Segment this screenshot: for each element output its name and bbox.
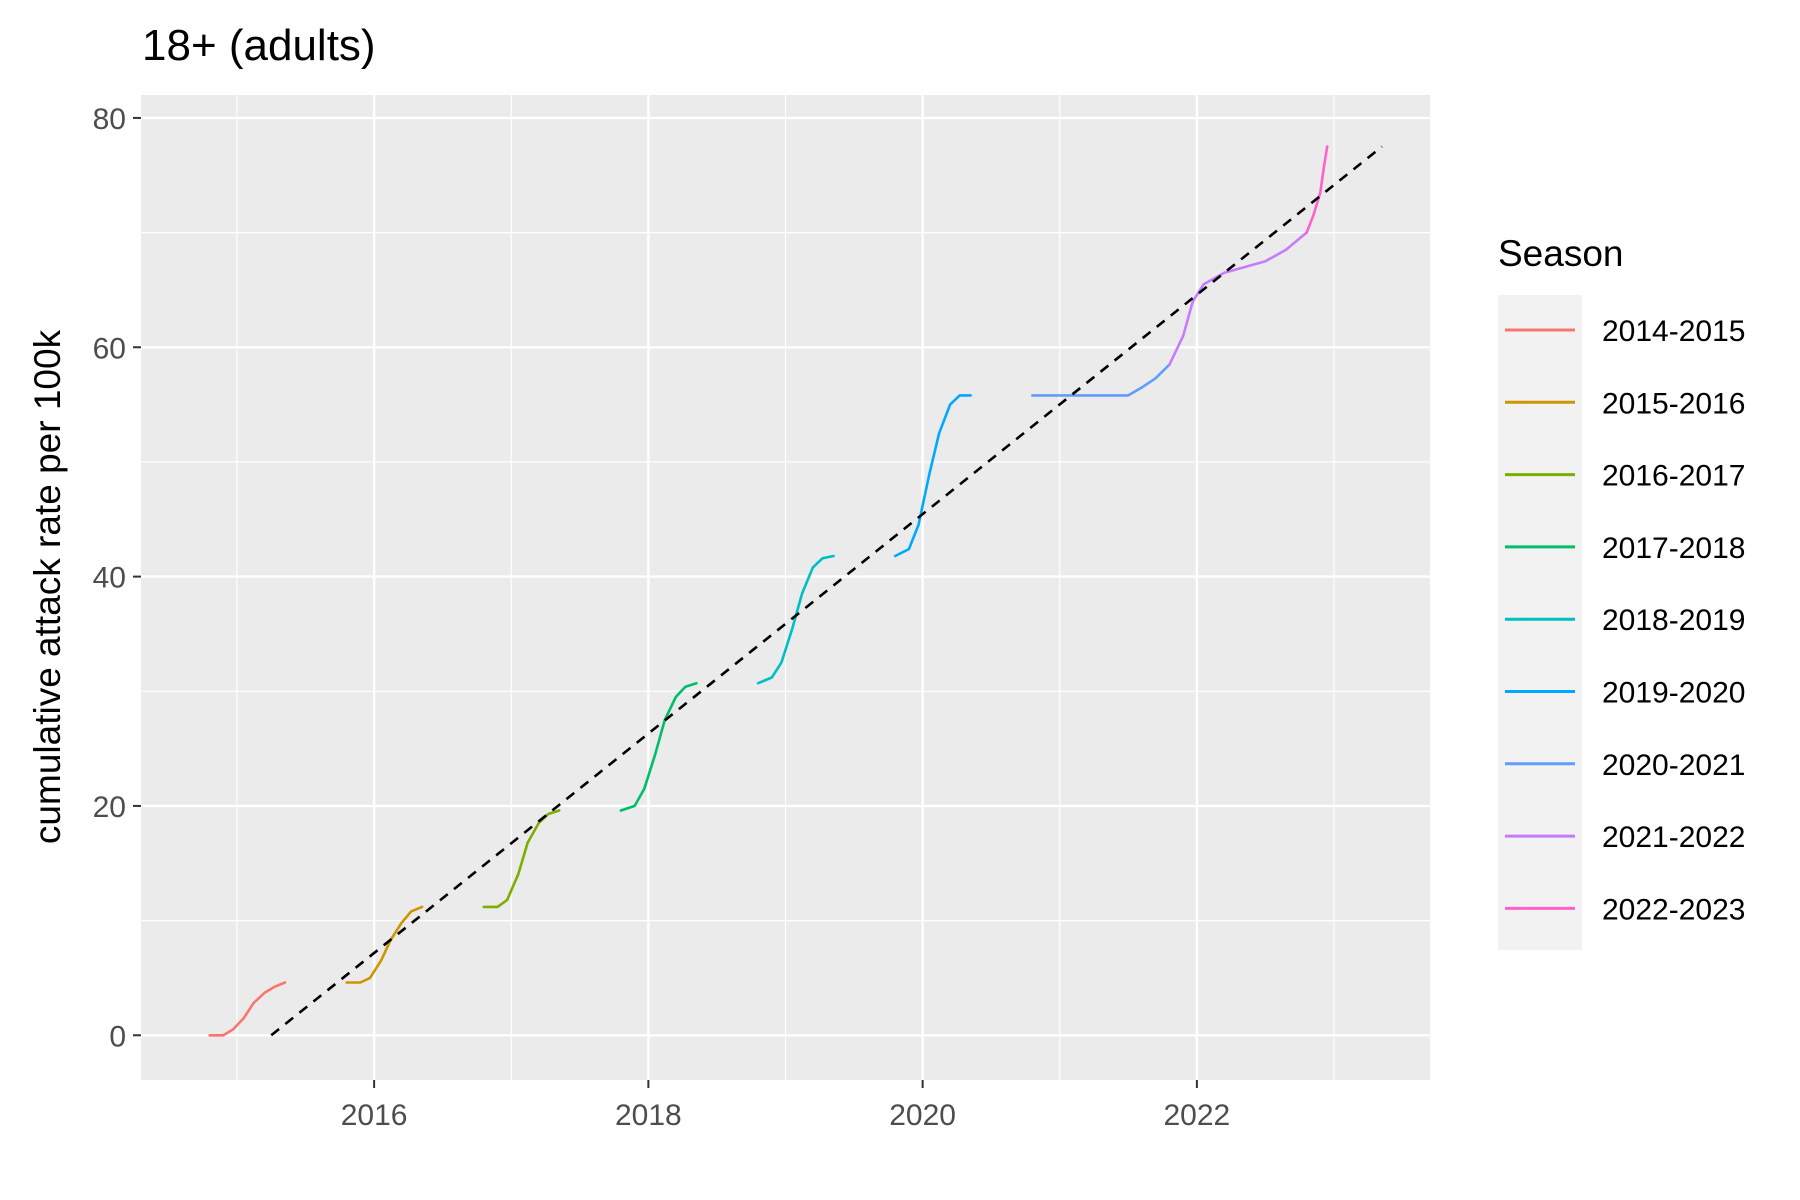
legend-label: 2022-2023 xyxy=(1602,893,1745,926)
legend-label: 2015-2016 xyxy=(1602,387,1745,420)
trend-line xyxy=(270,145,1383,1037)
x-tick-label: 2020 xyxy=(889,1099,956,1132)
y-tick-label: 60 xyxy=(93,332,126,365)
y-tick-label: 40 xyxy=(93,562,126,595)
series-line-2019-2020 xyxy=(893,394,972,558)
legend-label: 2019-2020 xyxy=(1602,677,1745,710)
legend: Season 2014-2015 2015-2016 2016-2017 2017-2… xyxy=(1498,233,1745,950)
series-line-2016-2017 xyxy=(482,809,561,909)
series-line-2020-2021 xyxy=(1031,363,1171,397)
x-tick-label: 2016 xyxy=(341,1099,408,1132)
trend-dashed-line xyxy=(270,145,1383,1037)
major-gridlines xyxy=(141,95,1430,1080)
legend-label: 2016-2017 xyxy=(1602,460,1745,493)
y-axis: 0 20 40 60 80 xyxy=(93,103,141,1053)
x-axis: 2016 2018 2020 2022 xyxy=(341,1080,1231,1132)
x-tick-label: 2018 xyxy=(615,1099,682,1132)
legend-label: 2020-2021 xyxy=(1602,749,1745,782)
legend-label: 2014-2015 xyxy=(1602,315,1745,348)
series-line-2015-2016 xyxy=(345,905,424,984)
series-line-2022-2023 xyxy=(1305,145,1329,234)
y-axis-label: cumulative attack rate per 100k xyxy=(27,329,68,844)
legend-keys-background xyxy=(1498,295,1582,950)
legend-label: 2021-2022 xyxy=(1602,821,1745,854)
y-tick-label: 20 xyxy=(93,791,126,824)
minor-gridlines xyxy=(141,95,1430,1080)
chart-title: 18+ (adults) xyxy=(142,21,376,70)
series-line-2014-2015 xyxy=(208,981,287,1037)
series-line-2021-2022 xyxy=(1168,231,1308,366)
series-line-2017-2018 xyxy=(619,681,698,812)
legend-title: Season xyxy=(1498,233,1624,274)
legend-label: 2018-2019 xyxy=(1602,604,1745,637)
series-lines xyxy=(208,145,1329,1037)
y-tick-label: 0 xyxy=(109,1020,126,1053)
series-line-2018-2019 xyxy=(756,554,835,685)
y-tick-label: 80 xyxy=(93,103,126,136)
x-tick-label: 2022 xyxy=(1164,1099,1231,1132)
legend-label: 2017-2018 xyxy=(1602,532,1745,565)
